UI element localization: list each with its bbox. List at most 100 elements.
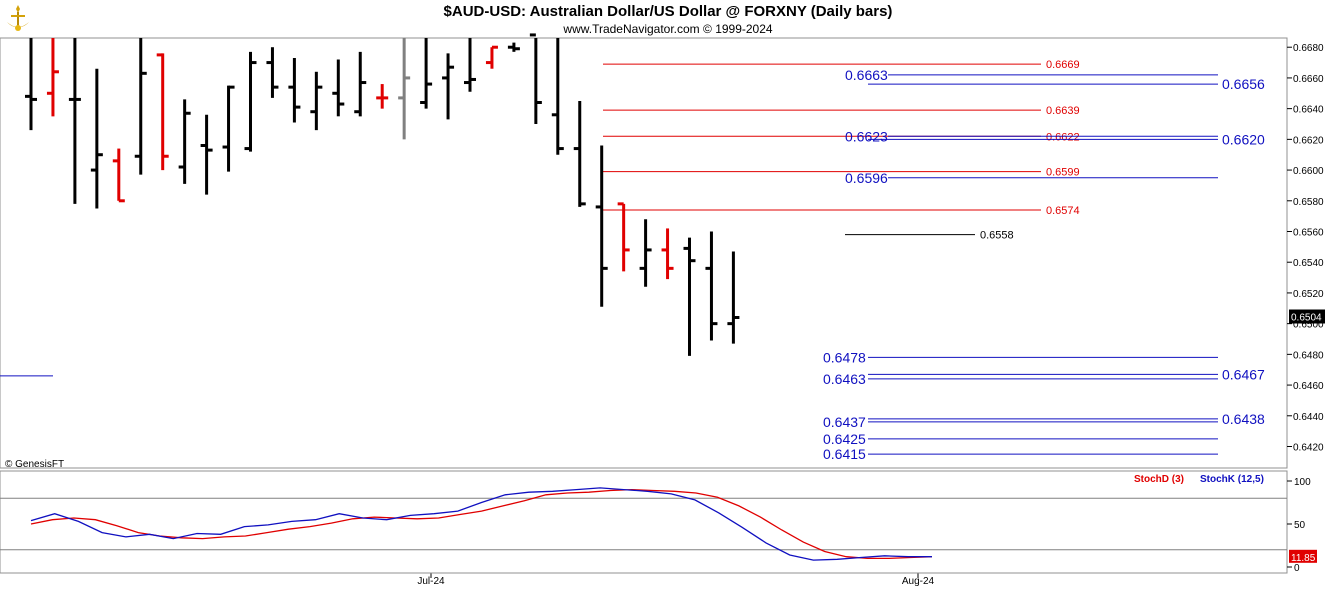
price-panel[interactable]: [0, 37, 1288, 469]
trade-navigator-logo[interactable]: [3, 2, 33, 34]
price-bars: [25, 33, 740, 356]
ohlc-bar: [485, 45, 498, 69]
y-tick-label: 0.6480: [1293, 350, 1324, 361]
stoch-tick-label: 100: [1294, 477, 1311, 488]
price-level: 0.6656: [868, 76, 1265, 92]
stoch-plot-frame: [0, 470, 1288, 574]
ohlc-bar: [200, 114, 213, 195]
ohlc-bar: [68, 38, 81, 204]
ohlc-bar: [595, 145, 608, 307]
ohlc-bar: [398, 38, 411, 140]
ohlc-bar: [705, 231, 718, 341]
level-label: 0.6574: [1046, 205, 1080, 217]
price-level: 0.6467: [868, 366, 1265, 382]
price-level: 0.6623: [845, 128, 1218, 144]
ohlc-bar: [573, 100, 586, 207]
ohlc-bar: [332, 59, 345, 117]
level-label: 0.6622: [1046, 131, 1080, 143]
y-tick-label: 0.6460: [1293, 381, 1324, 392]
price-level: 0.6639: [603, 105, 1080, 117]
price-level: 0.6438: [868, 411, 1265, 427]
y-tick-label: 0.6600: [1293, 166, 1324, 177]
copyright-label: © GenesisFT: [5, 459, 64, 470]
price-level: 0.6463: [823, 371, 1218, 387]
level-label: 0.6478: [823, 349, 866, 365]
level-label: 0.6558: [980, 230, 1014, 242]
stoch-tick-label: 0: [1294, 563, 1300, 574]
ohlc-bar: [134, 38, 147, 175]
y-tick-label: 0.6680: [1293, 43, 1324, 54]
ohlc-bar: [112, 148, 125, 203]
stoch-value-label: 11.85: [1291, 553, 1316, 564]
y-tick-label: 0.6660: [1293, 74, 1324, 85]
ohlc-bar: [266, 47, 279, 98]
price-level: 0.6599: [603, 167, 1080, 179]
y-tick-label: 0.6520: [1293, 289, 1324, 300]
price-level: 0.6663: [845, 67, 1218, 83]
price-plot-frame: [0, 37, 1288, 469]
price-level: 0.6437: [823, 414, 1218, 430]
ohlc-bar: [46, 38, 59, 117]
ohlc-bar: [727, 251, 740, 344]
y-tick-label: 0.6540: [1293, 258, 1324, 269]
price-level: 0.6415: [823, 446, 1218, 462]
level-label: 0.6596: [845, 170, 888, 186]
ohlc-bar: [178, 99, 191, 184]
ohlc-bar: [420, 38, 433, 109]
x-tick-label: Jul-24: [417, 576, 445, 587]
price-level: 0.6558: [845, 230, 1014, 242]
y-tick-label: 0.6420: [1293, 443, 1324, 454]
ohlc-bar: [156, 53, 169, 171]
legend-stochk: StochK (12,5): [1200, 474, 1264, 485]
ohlc-bar: [90, 68, 103, 209]
ohlc-bar: [354, 51, 367, 117]
price-level: 0.6596: [845, 170, 1218, 186]
level-label: 0.6599: [1046, 167, 1080, 179]
level-label: 0.6669: [1046, 59, 1080, 71]
price-level: 0.6620: [868, 131, 1265, 147]
stoch-value-badge: [1289, 549, 1317, 563]
ohlc-bar: [639, 219, 652, 287]
y-tick-label: 0.6560: [1293, 228, 1324, 239]
level-label: 0.6463: [823, 371, 866, 387]
price-level: 0.6425: [823, 431, 1218, 447]
chart-title: $AUD-USD: Australian Dollar/US Dollar @ …: [443, 3, 893, 20]
price-level: 0.6574: [603, 205, 1080, 217]
ohlc-bar: [310, 71, 323, 131]
price-level: 0.6478: [823, 349, 1218, 365]
level-label: 0.6438: [1222, 411, 1265, 427]
price-level: 0.6669: [603, 59, 1080, 71]
stochd-line: [30, 488, 933, 560]
ohlc-bar: [529, 33, 542, 124]
ohlc-bar: [25, 38, 37, 131]
stochk-line: [30, 487, 932, 561]
price-levels: 0.6669 0.6639 0.6622 0.6599 0.6574 0.6663 0.66…: [0, 59, 1265, 462]
ohlc-bar: [222, 85, 235, 172]
level-label: 0.6425: [823, 431, 866, 447]
ohlc-bar: [464, 38, 476, 92]
last-price-label: 0.6504: [1291, 313, 1322, 324]
ohlc-bar: [442, 53, 455, 120]
level-label: 0.6656: [1222, 76, 1265, 92]
y-tick-label: 0.6640: [1293, 105, 1324, 116]
level-label: 0.6467: [1222, 366, 1265, 382]
stochastic-panel[interactable]: 100 50 011.85: [0, 470, 1317, 574]
price-axis: 0.6680 0.6660 0.6640 0.6620 0.6600 0.6580 0.65…: [1287, 43, 1325, 454]
ohlc-bar: [661, 228, 674, 280]
level-label: 0.6437: [823, 414, 866, 430]
x-tick-label: Aug-24: [902, 576, 935, 587]
y-tick-label: 0.6620: [1293, 135, 1324, 146]
chart-header: $AUD-USD: Australian Dollar/US Dollar @ …: [0, 0, 1336, 38]
ohlc-bar: [376, 84, 389, 109]
level-label: 0.6663: [845, 67, 888, 83]
ohlc-bar: [288, 57, 301, 123]
ohlc-bar: [244, 51, 257, 152]
ohlc-bar: [551, 38, 564, 155]
level-label: 0.6623: [845, 128, 888, 144]
ohlc-bar: [507, 42, 520, 52]
level-label: 0.6620: [1222, 131, 1265, 147]
stoch-tick-label: 50: [1294, 520, 1306, 531]
legend-stochd: StochD (3): [1134, 474, 1184, 485]
last-price-badge: [1289, 309, 1325, 324]
